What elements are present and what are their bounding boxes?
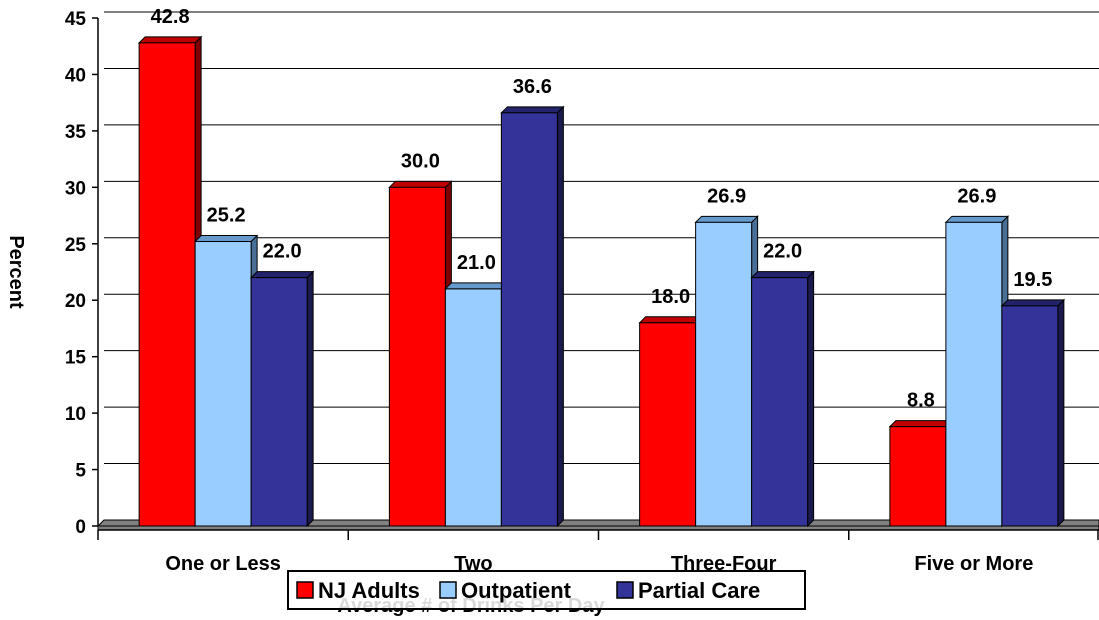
bar-top <box>750 271 815 279</box>
legend-swatch-outpatient <box>439 581 457 599</box>
bar-front <box>388 186 446 527</box>
bar-front <box>250 277 308 527</box>
bar-top <box>694 215 759 223</box>
y-tick-label: 25 <box>65 235 87 256</box>
data-label-partial-care-one-or-less: 22.0 <box>263 241 302 263</box>
y-tick-label: 0 <box>75 517 86 538</box>
category-label-one-or-less: One or Less <box>165 553 281 575</box>
bar-partial-care-five-or-more <box>1000 298 1066 528</box>
bar-outpatient-five-or-more <box>944 215 1010 528</box>
legend-box <box>287 570 806 610</box>
data-label-outpatient-three-four: 26.9 <box>707 185 746 207</box>
y-tick-label: 40 <box>65 65 86 86</box>
data-label-nj-adults-three-four: 18.0 <box>651 286 690 308</box>
bar-nj-adults-five-or-more <box>888 419 954 528</box>
axes <box>92 17 1099 540</box>
bar-top <box>444 282 509 290</box>
data-labels: 42.8 25.2 22.0 30.0 21.0 36.6 18.0 26.9 22.0 8.8 2… <box>151 6 1053 412</box>
legend-swatch-nj-adults <box>296 581 314 599</box>
bar-side <box>807 270 815 528</box>
data-label-partial-care-three-four: 22.0 <box>763 241 802 263</box>
y-tick-label: 5 <box>75 461 86 482</box>
bar-front <box>444 288 502 527</box>
data-label-partial-care-five-or-more: 19.5 <box>1013 269 1052 291</box>
bar-partial-care-one-or-less <box>249 270 315 528</box>
legend-label-outpatient: Outpatient <box>461 578 572 603</box>
bars <box>137 35 1066 528</box>
bar-top <box>638 316 703 324</box>
data-label-nj-adults-one-or-less: 42.8 <box>151 6 190 28</box>
data-label-nj-adults-two: 30.0 <box>401 150 440 172</box>
y-tick-labels: 0 5 10 15 20 25 30 35 40 45 <box>65 9 87 538</box>
category-label-three-four: Three-Four <box>671 553 777 575</box>
legend-label-partial-care: Partial Care <box>638 578 760 603</box>
bar-top <box>944 215 1010 223</box>
y-tick-label: 10 <box>65 404 86 425</box>
category-label-five-or-more: Five or More <box>914 553 1033 575</box>
bar-side <box>1057 298 1065 528</box>
category-label-two: Two <box>454 553 493 575</box>
legend-swatch-partial-care <box>616 581 634 599</box>
bar-front <box>695 221 753 527</box>
bar-nj-adults-one-or-less <box>137 35 203 528</box>
bar-front <box>194 241 252 527</box>
bar-top <box>500 106 565 114</box>
bar-top <box>249 271 315 279</box>
bar-outpatient-two <box>444 281 509 528</box>
y-tick-label: 35 <box>65 122 87 143</box>
bar-nj-adults-three-four <box>638 315 703 528</box>
y-tick-label: 15 <box>65 348 87 369</box>
bar-front <box>500 112 558 527</box>
x-category-labels: One or Less Two Three-Four Five or More <box>165 553 1033 575</box>
bar-top <box>1000 299 1066 307</box>
y-tick-label: 45 <box>65 9 87 30</box>
bar-front <box>138 42 196 527</box>
y-axis-title: Percent <box>5 235 27 309</box>
data-label-outpatient-five-or-more: 26.9 <box>957 185 996 207</box>
legend: NJ Adults Outpatient Partial Care <box>287 570 806 610</box>
bar-front <box>1001 305 1059 527</box>
bar-front <box>639 322 697 527</box>
bar-nj-adults-two <box>388 180 453 528</box>
bar-top <box>388 180 453 188</box>
data-label-nj-adults-five-or-more: 8.8 <box>907 390 935 412</box>
bar-partial-care-three-four <box>750 270 815 528</box>
bar-front <box>889 426 947 527</box>
data-label-outpatient-one-or-less: 25.2 <box>207 205 246 227</box>
data-label-outpatient-two: 21.0 <box>457 252 496 274</box>
bar-outpatient-three-four <box>694 215 759 528</box>
bar-outpatient-one-or-less <box>193 234 259 528</box>
bar-top <box>137 36 203 44</box>
bar-front <box>945 221 1003 527</box>
bar-partial-care-two <box>500 105 565 528</box>
y-tick-label: 30 <box>65 178 86 199</box>
bar-front <box>751 277 809 527</box>
bar-side <box>306 270 314 528</box>
legend-label-nj-adults: NJ Adults <box>318 578 420 603</box>
y-tick-label: 20 <box>65 291 86 312</box>
bar-top <box>193 235 259 243</box>
bar-top <box>888 420 954 428</box>
bar-side <box>556 105 564 528</box>
data-label-partial-care-two: 36.6 <box>513 76 552 98</box>
